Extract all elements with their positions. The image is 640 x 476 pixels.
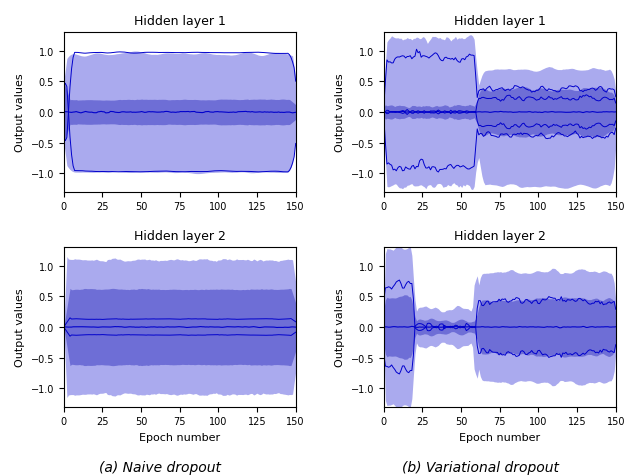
Title: Hidden layer 2: Hidden layer 2 — [134, 229, 226, 242]
Y-axis label: Output values: Output values — [335, 73, 345, 152]
Text: (a) Naive dropout: (a) Naive dropout — [99, 460, 221, 474]
X-axis label: Epoch number: Epoch number — [460, 432, 540, 442]
Y-axis label: Output values: Output values — [15, 288, 25, 367]
Title: Hidden layer 2: Hidden layer 2 — [454, 229, 546, 242]
Title: Hidden layer 1: Hidden layer 1 — [134, 15, 226, 28]
Text: (b) Variational dropout: (b) Variational dropout — [401, 460, 559, 474]
Y-axis label: Output values: Output values — [335, 288, 345, 367]
Y-axis label: Output values: Output values — [15, 73, 25, 152]
Title: Hidden layer 1: Hidden layer 1 — [454, 15, 546, 28]
X-axis label: Epoch number: Epoch number — [139, 432, 220, 442]
